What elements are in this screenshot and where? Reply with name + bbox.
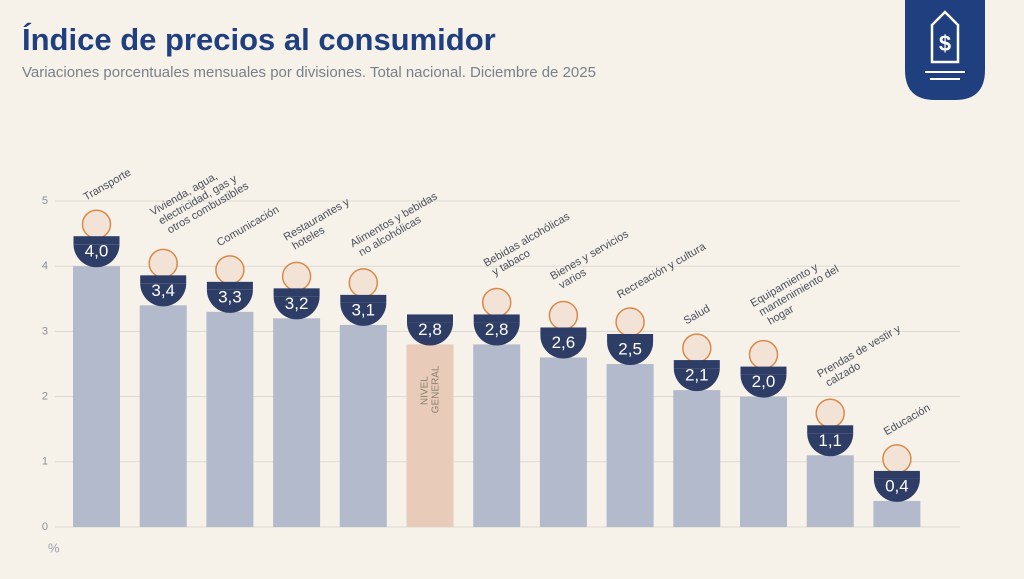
value-badge-band [206, 281, 253, 290]
value-badge [407, 322, 453, 346]
icon-placeholder [882, 444, 912, 474]
y-tick-label: 0 [42, 521, 48, 533]
y-tick-label: 1 [42, 456, 48, 468]
value-badge-band [273, 288, 320, 297]
bar [339, 324, 387, 527]
bar [606, 364, 654, 527]
value-label: 0,4 [885, 476, 909, 495]
value-label: 2,5 [618, 339, 642, 358]
value-label: 3,4 [151, 281, 175, 300]
icon-placeholder [548, 300, 579, 331]
value-badge-band [740, 366, 787, 375]
y-tick-label: 3 [42, 325, 48, 337]
category-label: NIVEL GENERAL [419, 365, 441, 413]
bar [139, 305, 187, 527]
value-badge [473, 322, 520, 346]
value-badge-band [607, 334, 654, 342]
value-badge-band [873, 470, 920, 479]
value-badge-band [73, 236, 120, 245]
value-badge [607, 342, 654, 366]
svg-text:$: $ [939, 31, 951, 56]
value-label: 2,6 [552, 333, 576, 352]
value-label: 2,8 [485, 320, 509, 339]
value-badge-band [340, 294, 387, 303]
bar [273, 318, 321, 527]
icon-placeholder [148, 248, 178, 279]
value-badge-band [140, 275, 187, 284]
bar [740, 396, 787, 527]
logo: $ [905, 0, 985, 100]
bar [673, 390, 721, 527]
value-badge [673, 368, 720, 392]
value-label: 3,2 [285, 294, 309, 313]
bar [539, 357, 587, 527]
bar [73, 266, 120, 527]
bar [206, 311, 254, 527]
icon-placeholder [815, 398, 845, 429]
value-badge [807, 433, 854, 457]
y-tick-label: 2 [42, 391, 48, 403]
icon-placeholder [481, 287, 512, 318]
value-badge [140, 283, 187, 307]
bar [473, 344, 521, 527]
value-badge-band [407, 314, 453, 323]
value-badge [273, 296, 320, 320]
bar [406, 344, 454, 527]
value-badge-band [673, 360, 720, 369]
value-badge-band [540, 327, 587, 336]
y-axis-label: % [48, 540, 60, 555]
value-label: 2,8 [418, 320, 442, 339]
icon-placeholder [281, 261, 312, 292]
bar [806, 455, 854, 527]
icon-placeholder [81, 209, 112, 239]
value-label: 4,0 [85, 242, 109, 261]
value-badge [73, 244, 120, 268]
value-badge-band [473, 314, 520, 323]
value-label: 3,3 [218, 287, 242, 306]
value-label: 2,0 [752, 372, 776, 391]
y-tick-label: 5 [42, 195, 48, 207]
chart-title: Índice de precios al consumidor [22, 22, 496, 57]
value-badge [740, 374, 787, 398]
value-label: 2,1 [685, 366, 709, 385]
icon-placeholder [348, 268, 379, 298]
bar [873, 500, 921, 527]
category-label-line: NIVEL [419, 374, 430, 405]
value-badge [540, 335, 587, 359]
chart-subtitle: Variaciones porcentuales mensuales por d… [22, 64, 596, 81]
icon-placeholder [615, 307, 645, 337]
icon-placeholder [682, 333, 712, 363]
icon-placeholder [748, 339, 779, 370]
value-badge [206, 289, 253, 313]
category-label-line: GENERAL [430, 365, 441, 413]
value-label: 1,1 [818, 431, 842, 450]
value-badge-band [807, 425, 854, 434]
y-tick-label: 4 [42, 260, 48, 272]
icon-placeholder [215, 255, 245, 285]
value-badge [873, 478, 920, 502]
value-label: 3,1 [351, 300, 375, 319]
value-badge [340, 302, 387, 326]
